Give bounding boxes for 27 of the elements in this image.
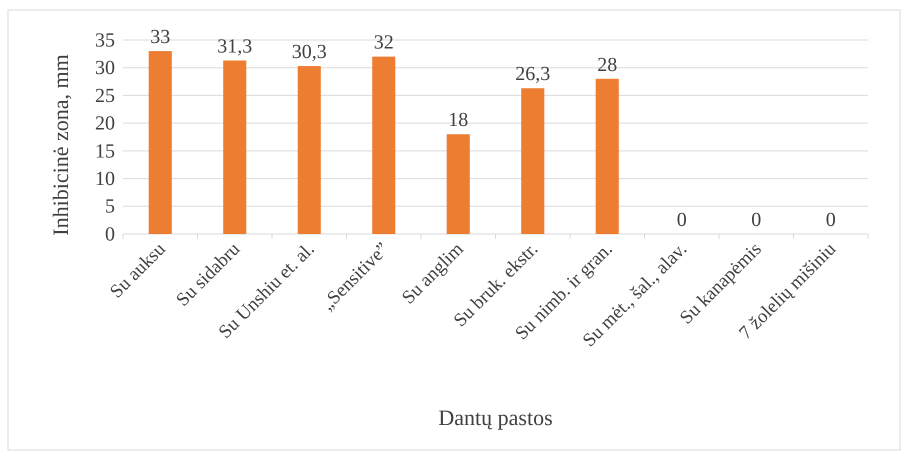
y-tick-label: 5 [105, 196, 115, 218]
data-label: 0 [826, 209, 836, 231]
data-label: 18 [448, 109, 468, 132]
y-tick-label: 0 [105, 223, 115, 246]
y-tick-label: 20 [95, 112, 115, 135]
y-tick-label: 25 [95, 84, 115, 107]
bar [298, 66, 321, 234]
bar [372, 56, 396, 234]
bar [596, 78, 619, 234]
data-label: 26,3 [515, 63, 550, 86]
y-axis-title: Inhibicinė zona, mm [48, 54, 73, 236]
y-tick-label: 35 [95, 29, 115, 52]
y-tick-label: 10 [95, 168, 115, 190]
bar [223, 60, 246, 234]
data-label: 33 [150, 26, 170, 48]
y-tick-label: 30 [95, 57, 115, 80]
bar [446, 134, 470, 234]
data-label: 0 [676, 209, 687, 231]
data-label: 32 [374, 32, 394, 54]
bar [521, 88, 544, 234]
data-label: 0 [751, 209, 762, 231]
y-tick-label: 15 [95, 140, 115, 162]
data-label: 31,3 [217, 36, 252, 58]
x-axis-title: Dantų pastos [438, 405, 553, 430]
data-label: 28 [597, 54, 618, 76]
data-label: 30,3 [292, 41, 327, 64]
bar [148, 51, 172, 234]
